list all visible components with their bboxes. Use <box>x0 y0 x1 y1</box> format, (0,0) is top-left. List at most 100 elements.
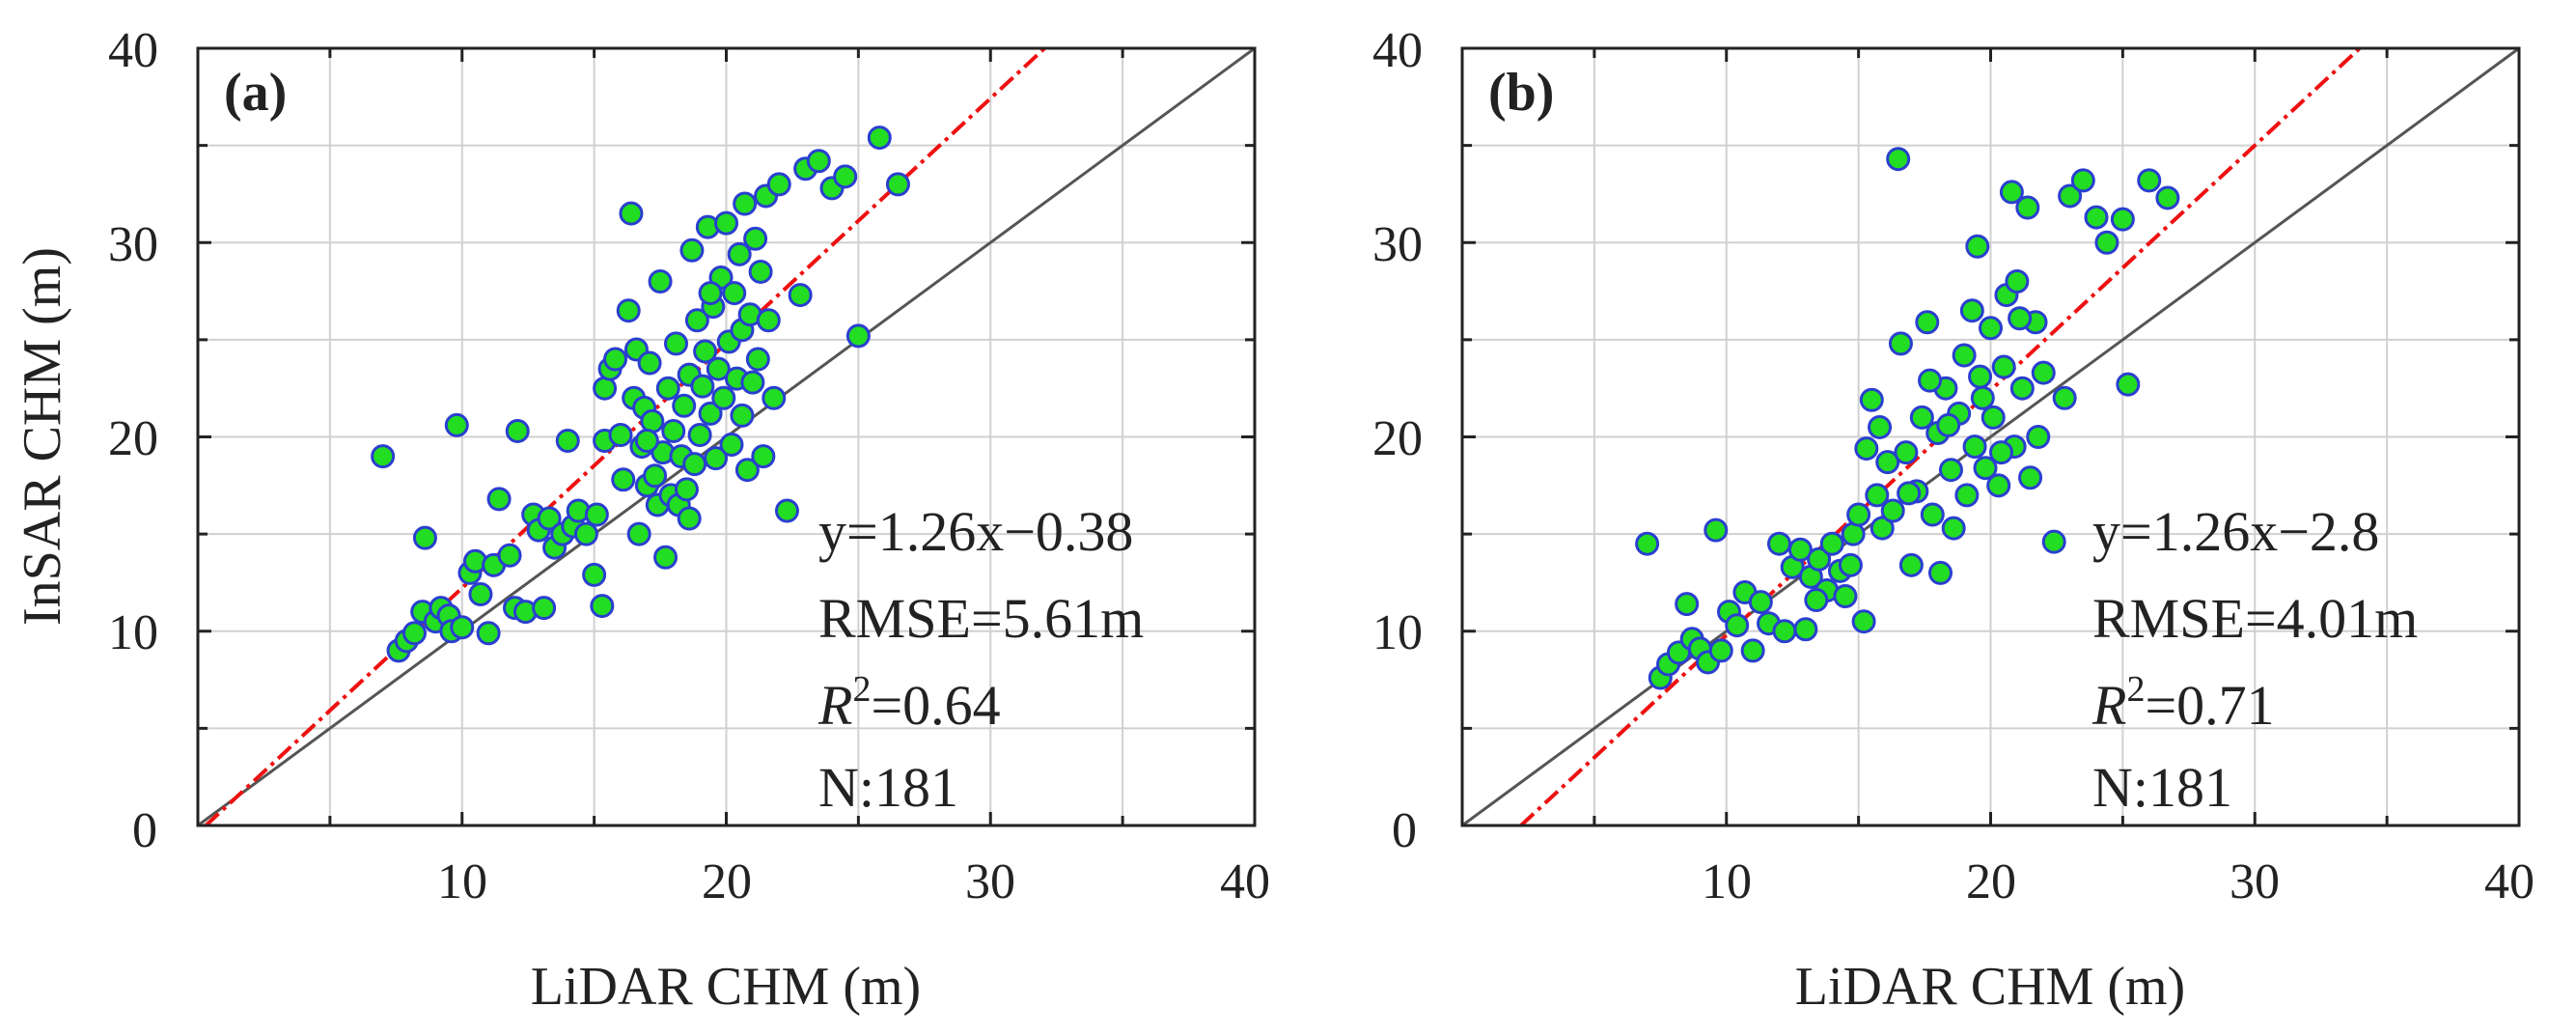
panel-a-x-tick-label-10: 10 <box>437 854 487 909</box>
panel-a-point-38 <box>603 347 628 372</box>
panel-b-point-47 <box>1938 458 1963 483</box>
panel-a-point-56 <box>655 376 680 401</box>
panel-a-x-axis-title: LiDAR CHM (m) <box>531 957 921 1017</box>
panel-b-point-60 <box>1991 354 2016 379</box>
panel-b-point-77 <box>2110 207 2135 232</box>
panel-b-point-29 <box>1851 609 1876 634</box>
panel-a-y-tick-label-10: 10 <box>108 605 158 660</box>
panel-a-point-69 <box>690 374 715 399</box>
panel-b-r2-symbol: R <box>2091 674 2126 737</box>
panel-a-point-50 <box>640 408 665 434</box>
panel-b-point-0 <box>1635 531 1660 556</box>
panel-b-point-16 <box>1767 531 1791 556</box>
panel-b-point-14 <box>1748 590 1773 615</box>
panel-a-point-42 <box>619 201 644 226</box>
panel-a-point-94 <box>756 308 781 333</box>
panel-b-point-38 <box>1894 440 1919 465</box>
panel-a-point-78 <box>714 210 738 236</box>
panel-b-point-53 <box>1962 434 1987 460</box>
panel-a-point-68 <box>687 422 712 447</box>
panel-a-point-83 <box>727 241 752 266</box>
panel-b-point-69 <box>2026 425 2051 449</box>
panel-b-point-4 <box>1675 592 1700 617</box>
panel-b-point-81 <box>1868 414 1893 439</box>
panel-b-point-56 <box>1973 456 1998 481</box>
panel-a-r2-symbol: R <box>817 674 852 737</box>
panel-a-r2-exponent: 2 <box>852 669 871 710</box>
panel-a-point-3 <box>402 621 427 646</box>
panel-a-point-90 <box>745 347 770 372</box>
panel-a-point-59 <box>663 331 688 356</box>
panel-b-point-67 <box>2018 465 2043 490</box>
panel-a-point-65 <box>679 238 705 263</box>
panel-b-point-70 <box>2031 360 2056 385</box>
panel-a-point-49 <box>637 350 662 376</box>
panel-a-point-5 <box>412 525 437 550</box>
panel-b: 0 10 20 30 40 10 20 30 40 LiDAR CHM (m) … <box>1372 23 2534 1017</box>
panel-a-point-0 <box>371 444 396 469</box>
panel-b-x-tick-label-10: 10 <box>1702 854 1752 909</box>
panel-b-point-45 <box>1927 560 1953 585</box>
panel-a-point-89 <box>743 226 768 251</box>
panel-a-n: N:181 <box>818 756 958 819</box>
panel-b-point-87 <box>2008 306 2033 331</box>
panel-a-point-72 <box>698 401 723 426</box>
panel-b-n: N:181 <box>2092 756 2232 819</box>
panel-a-point-92 <box>751 444 776 469</box>
panel-a-point-81 <box>722 281 747 306</box>
panel-b-label: (b) <box>1488 63 1554 123</box>
panel-b-point-22 <box>1807 546 1832 572</box>
panel-a-point-58 <box>661 418 686 443</box>
panel-b-point-17 <box>1772 619 1797 644</box>
panel-a-rmse: RMSE=5.61m <box>818 587 1144 650</box>
panel-a-point-34 <box>590 594 615 619</box>
panel-b-point-76 <box>2094 230 2119 255</box>
panel-a-point-104 <box>867 126 892 151</box>
panel-b-point-72 <box>2052 385 2077 410</box>
panel-a-point-102 <box>833 164 858 189</box>
panel-a-y-tick-label-20: 20 <box>108 411 158 466</box>
panel-a-point-96 <box>766 172 791 197</box>
panel-a-y-tick-label-40: 40 <box>108 23 158 78</box>
panel-b-point-65 <box>2009 376 2035 401</box>
panel-b-point-9 <box>1708 638 1733 663</box>
panel-b-point-79 <box>2137 168 2162 193</box>
panel-b-point-75 <box>2084 205 2109 230</box>
panel-b-r2-value: =0.71 <box>2145 674 2274 737</box>
panel-a-point-67 <box>684 308 709 333</box>
panel-b-y-tick-label-20: 20 <box>1372 411 1423 466</box>
panel-a-point-66 <box>682 452 707 477</box>
panel-b-point-11 <box>1725 613 1750 638</box>
panel-b-point-57 <box>1979 316 2003 341</box>
panel-b-x-tick-label-30: 30 <box>2230 854 2280 909</box>
panel-b-point-27 <box>1841 521 1866 546</box>
panel-a-point-86 <box>734 458 760 483</box>
panel-b-point-33 <box>1870 516 1895 541</box>
panel-a-point-95 <box>762 385 787 410</box>
panel-b-point-83 <box>1918 368 1943 393</box>
panel-a-point-51 <box>643 463 668 489</box>
panel-b-point-80 <box>2155 185 2180 210</box>
panel-a-point-11 <box>450 615 475 640</box>
panel-b-point-82 <box>1897 481 1922 506</box>
panel-a-y-axis-title: InSAR CHM (m) <box>13 247 72 626</box>
panel-b-point-35 <box>1880 498 1905 523</box>
panel-a-x-tick-label-30: 30 <box>965 854 1015 909</box>
panel-a-point-103 <box>845 323 871 349</box>
panel-a-ticks <box>196 46 1257 827</box>
panel-a-point-88 <box>740 370 765 395</box>
panel-a-point-20 <box>505 418 530 443</box>
panel-b-point-54 <box>1965 234 1990 259</box>
panel-b-point-88 <box>1838 552 1863 577</box>
panel-a-point-80 <box>719 433 744 458</box>
panel-a-point-17 <box>486 487 512 512</box>
panel-a-point-98 <box>788 283 813 308</box>
panel-a-point-75 <box>706 356 731 381</box>
panel-a-point-15 <box>476 621 501 646</box>
panel-a-point-100 <box>806 149 831 174</box>
panel-b-grid <box>1462 48 2519 825</box>
panel-b-point-86 <box>1988 440 2013 465</box>
panel-b-point-43 <box>1920 502 1945 527</box>
panel-b-point-28 <box>1846 502 1871 527</box>
panel-b-point-37 <box>1888 331 1913 356</box>
